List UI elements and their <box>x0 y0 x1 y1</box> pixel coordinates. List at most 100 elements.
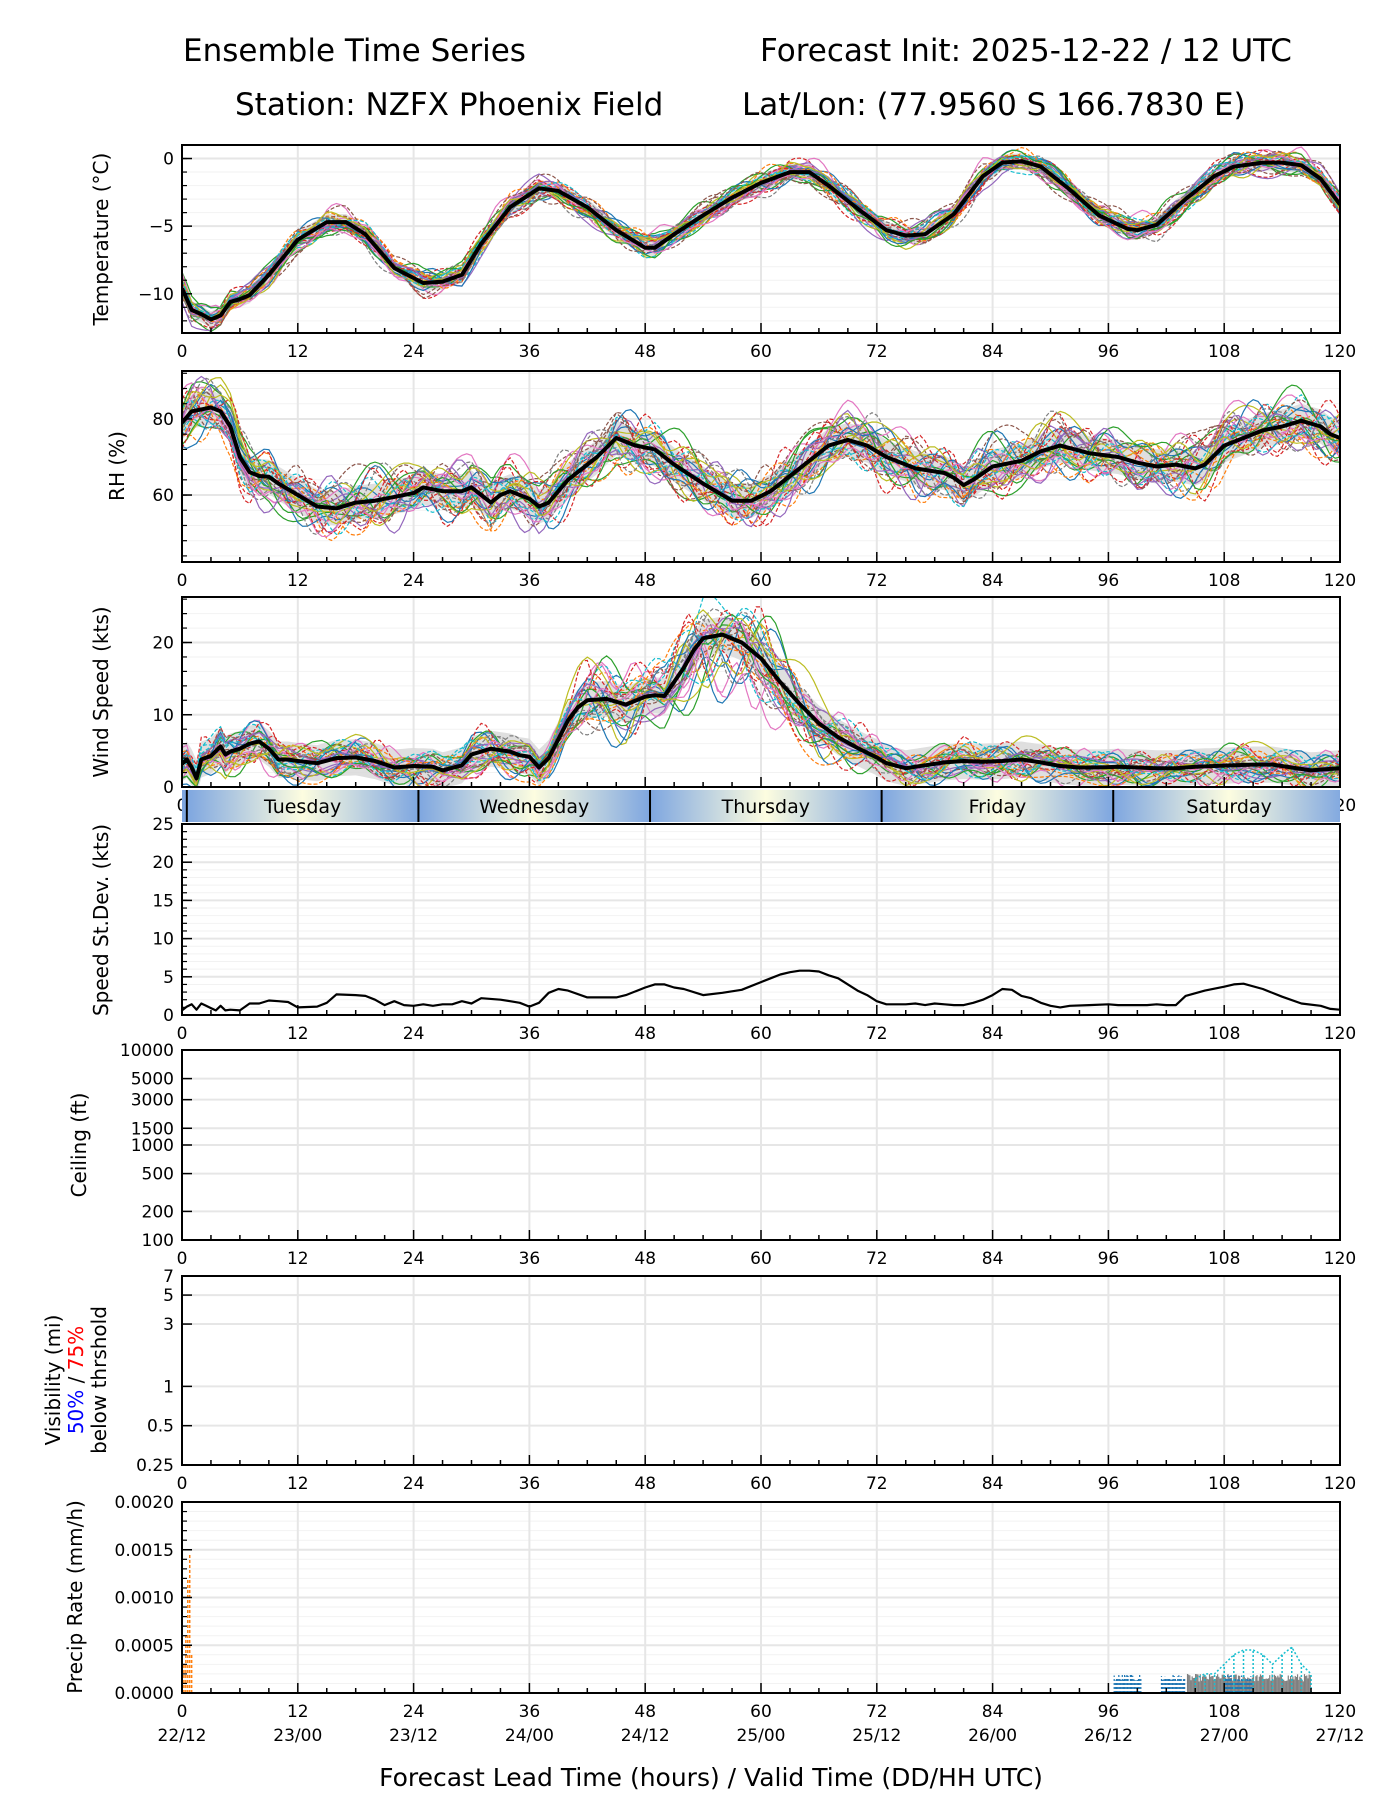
x-axis-label: Forecast Lead Time (hours) / Valid Time … <box>379 1763 1043 1792</box>
day-label-friday: Friday <box>969 796 1027 818</box>
y-tick-label: 1000 <box>131 1136 174 1156</box>
ensemble-member-line <box>182 155 1340 320</box>
x-tick-label: 72 <box>866 1702 888 1722</box>
y-tick-label: 10000 <box>120 1041 174 1061</box>
precip-member-blue-b <box>1160 1674 1186 1693</box>
y-tick-label: 200 <box>142 1202 174 1222</box>
x-tick-label: 120 <box>1324 571 1356 591</box>
ensemble-member-line <box>182 387 1340 521</box>
x-tick-label: 120 <box>1324 1474 1356 1494</box>
ensemble-member-line <box>182 399 1340 530</box>
ensemble-member-line <box>182 386 1340 524</box>
ensemble-mean-line <box>182 405 1340 511</box>
ensemble-member-line <box>182 151 1340 323</box>
ensemble-member-line <box>182 157 1340 321</box>
x-tick-label: 84 <box>982 1024 1004 1044</box>
temperature-plot-area <box>182 146 1340 333</box>
ensemble-member-line <box>182 622 1340 787</box>
x-tick-label: 24 <box>403 1702 425 1722</box>
day-band-segment <box>650 790 882 822</box>
x-tick-label: 60 <box>750 1024 772 1044</box>
day-band-segment <box>881 790 1114 822</box>
y-tick-label: 0 <box>163 1006 174 1026</box>
chart-title: Ensemble Time Series <box>183 33 526 69</box>
x-tick-label: 84 <box>982 571 1004 591</box>
x-tick-label-valid-time: 27/00 <box>1200 1726 1249 1746</box>
x-tick-label: 72 <box>866 571 888 591</box>
x-tick-label: 120 <box>1324 1024 1356 1044</box>
vis-50-label: 50% <box>64 1390 88 1434</box>
x-tick-label: 24 <box>403 1249 425 1269</box>
x-tick-label: 36 <box>519 1702 541 1722</box>
y-tick-label: 25 <box>152 815 174 835</box>
x-tick-label: 12 <box>287 1024 309 1044</box>
ceiling-grid <box>181 1049 1341 1241</box>
y-tick-label: 3 <box>163 1315 174 1335</box>
x-tick-label: 48 <box>634 1474 656 1494</box>
day-label-tuesday: Tuesday <box>263 796 341 818</box>
y-tick-label: 20 <box>152 853 174 873</box>
y-tick-label: 5000 <box>131 1070 174 1090</box>
x-tick-label: 72 <box>866 342 888 362</box>
y-axis-label: Wind Speed (kts) <box>89 606 113 777</box>
x-tick-label: 24 <box>403 342 425 362</box>
y-tick-label: 0.0000 <box>115 1684 174 1704</box>
x-tick-label: 96 <box>1098 1024 1120 1044</box>
ensemble-member-line <box>182 606 1340 787</box>
y-tick-label: 0.5 <box>147 1417 174 1437</box>
x-tick-label: 12 <box>287 1474 309 1494</box>
y-axis-label-below: below thrshold <box>87 1306 111 1454</box>
speed_stdev-grid <box>181 823 1341 1016</box>
speed_stdev-panel: 0 12 24 36 48 60 72 84 96 108 120 0 5 10 15 20 25 Speed S… <box>89 815 1356 1044</box>
y-tick-label: 0 <box>163 778 174 798</box>
x-tick-label: 12 <box>287 571 309 591</box>
x-tick-label: 36 <box>519 571 541 591</box>
x-tick-label: 108 <box>1208 342 1240 362</box>
ensemble-member-line <box>182 155 1340 325</box>
y-tick-label: 5 <box>163 1286 174 1306</box>
x-tick-label: 0 <box>177 1702 188 1722</box>
y-tick-label: 10 <box>152 706 174 726</box>
y-tick-label: 500 <box>142 1165 174 1185</box>
speed_stdev-plot-area <box>182 969 1340 1012</box>
forecast-init: Forecast Init: 2025-12-22 / 12 UTC <box>760 33 1292 69</box>
x-tick-label-valid-time: 24/12 <box>621 1726 670 1746</box>
ensemble-member-line <box>182 390 1340 536</box>
day-band: Tuesday Wednesday Thursday Friday Saturday <box>182 790 1340 822</box>
ensemble-member-line <box>182 613 1340 787</box>
x-tick-label: 48 <box>634 1702 656 1722</box>
x-tick-label: 48 <box>634 571 656 591</box>
ensemble-member-line <box>182 607 1340 782</box>
wind_speed-plot-area <box>182 597 1340 787</box>
x-tick-label: 48 <box>634 342 656 362</box>
precip_rate-panel: 0 22/12 12 23/00 24 23/12 36 24/00 48 24/12 60 25/0… <box>63 1493 1365 1792</box>
vis-75-label: 75% <box>64 1326 88 1370</box>
x-tick-label: 96 <box>1098 342 1120 362</box>
x-tick-label: 84 <box>982 1702 1004 1722</box>
x-tick-label-valid-time: 26/00 <box>968 1726 1017 1746</box>
y-tick-label: 1500 <box>131 1119 174 1139</box>
y-tick-label: 60 <box>152 486 174 506</box>
x-tick-label: 12 <box>287 1249 309 1269</box>
precip-member-blue-a <box>1113 1673 1142 1693</box>
y-tick-label: 80 <box>152 410 174 430</box>
y-tick-label: 7 <box>163 1267 174 1287</box>
x-tick-label: 96 <box>1098 1702 1120 1722</box>
x-tick-label: 60 <box>750 1249 772 1269</box>
y-tick-label: 3000 <box>131 1091 174 1111</box>
y-tick-label: 0 <box>163 150 174 170</box>
x-tick-label-valid-time: 23/12 <box>389 1726 438 1746</box>
x-tick-label: 36 <box>519 342 541 362</box>
x-tick-label: 84 <box>982 1249 1004 1269</box>
station-name: Station: NZFX Phoenix Field <box>235 87 664 123</box>
x-tick-label-valid-time: 26/12 <box>1084 1726 1133 1746</box>
day-label-wednesday: Wednesday <box>479 796 589 818</box>
ensemble-member-line <box>182 608 1340 783</box>
y-tick-label: 0.25 <box>136 1456 174 1476</box>
precip-member-orange <box>182 1554 193 1693</box>
x-tick-label: 108 <box>1208 1249 1240 1269</box>
temperature-panel: 0 12 24 36 48 60 72 84 96 108 120 0 −5 −10 Temperature… <box>89 144 1356 362</box>
y-tick-label: 0.0020 <box>115 1493 174 1513</box>
ensemble-member-line <box>182 149 1340 320</box>
y-tick-label: 100 <box>142 1231 174 1251</box>
